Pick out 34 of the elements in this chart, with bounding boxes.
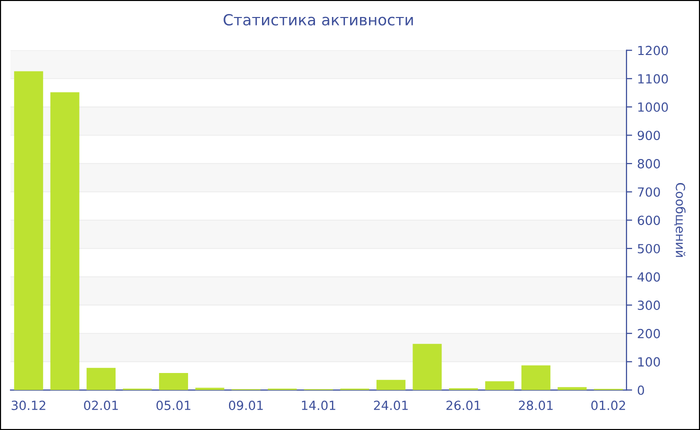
bar: [521, 365, 550, 390]
y-tick-label: 1000: [638, 102, 668, 112]
x-tick-label: 24.01: [374, 400, 408, 410]
x-tick-label: 26.01: [446, 400, 480, 410]
y-tick-label: 900: [638, 130, 660, 140]
y-tick-label: 400: [638, 272, 660, 282]
y-tick-label: 1100: [638, 74, 668, 84]
bar: [195, 388, 224, 390]
y-tick-label: 600: [638, 216, 660, 226]
x-tick-label: 28.01: [518, 400, 553, 410]
bar: [50, 92, 80, 390]
y-tick-label: 700: [638, 187, 660, 197]
y-axis-title: Сообщений: [674, 183, 686, 257]
bar: [558, 387, 587, 390]
y-tick-label: 200: [638, 328, 660, 338]
x-tick-label: 02.01: [84, 400, 118, 410]
y-tick-label: 0: [638, 385, 644, 395]
y-tick-label: 100: [638, 357, 660, 367]
y-tick-label: 500: [638, 244, 660, 254]
bar: [86, 368, 116, 390]
x-tick-label: 01.02: [591, 400, 626, 410]
y-tick-label: 800: [638, 159, 660, 168]
x-tick-label: 05.01: [156, 400, 190, 410]
bar: [376, 380, 406, 390]
bar: [412, 344, 442, 390]
y-tick-label: 300: [638, 300, 660, 310]
bar: [159, 373, 188, 390]
x-tick-label: 30.12: [12, 400, 46, 410]
x-tick-label: 14.01: [302, 400, 336, 410]
y-tick-label: 1200: [638, 46, 668, 56]
x-tick-label: 09.01: [228, 400, 263, 410]
chart-title: Статистика активности: [224, 14, 413, 26]
bar: [14, 71, 44, 390]
bar: [485, 381, 514, 390]
